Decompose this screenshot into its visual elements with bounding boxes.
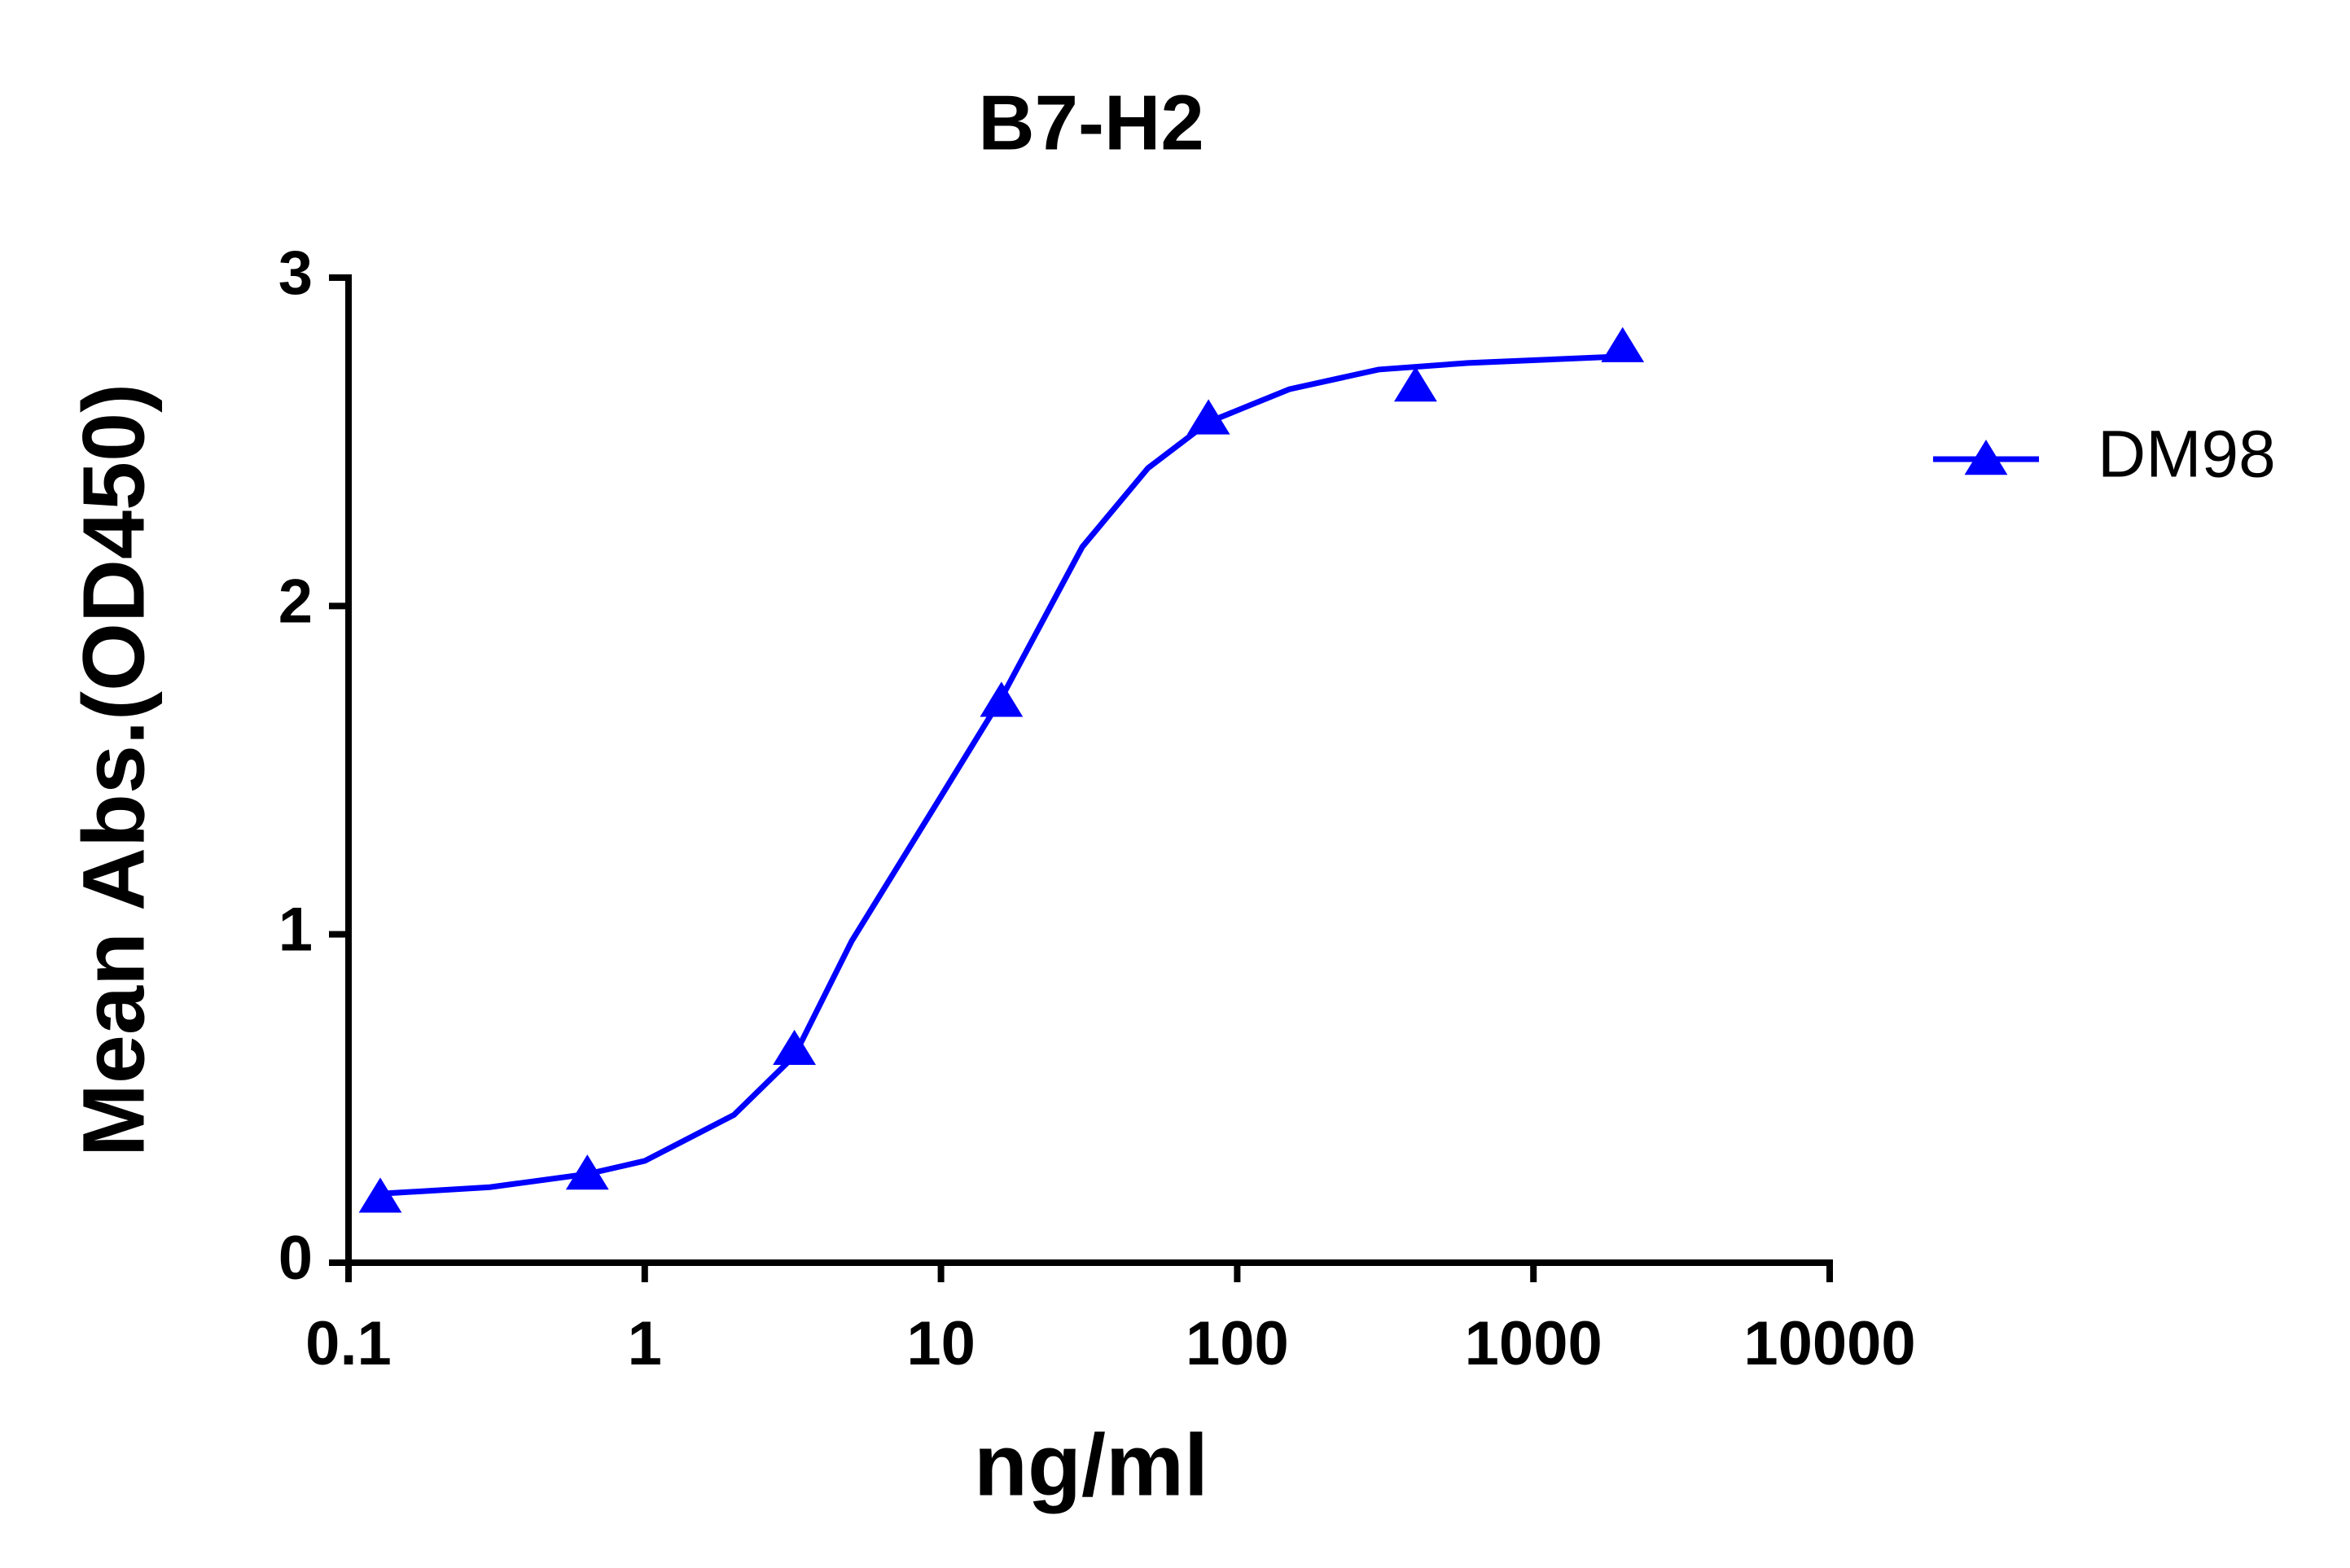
data-point	[1186, 399, 1230, 435]
x-tick-label: 10	[906, 1309, 976, 1378]
data-point	[980, 681, 1024, 717]
chart-title: B7-H2	[978, 79, 1203, 166]
y-axis-label: Mean Abs.(OD450)	[64, 383, 163, 1157]
data-point	[1601, 326, 1645, 362]
x-axis-label: ng/ml	[974, 1416, 1208, 1514]
x-tick-label: 0.1	[305, 1309, 392, 1378]
data-point	[773, 1029, 816, 1066]
legend-marker	[1964, 440, 2008, 475]
x-tick-label: 1	[628, 1309, 662, 1378]
data-point	[565, 1154, 609, 1190]
y-tick-label: 0	[278, 1224, 313, 1293]
x-tick-label: 1000	[1465, 1309, 1602, 1378]
x-tick-label: 100	[1186, 1309, 1289, 1378]
x-tick-label: 10000	[1743, 1309, 1915, 1378]
y-tick-label: 3	[278, 239, 313, 308]
y-tick-label: 1	[278, 896, 313, 965]
data-point	[1394, 366, 1437, 402]
data-point	[358, 1177, 402, 1213]
fit-curve	[379, 353, 1623, 1197]
legend-label: DM98	[2098, 418, 2276, 492]
y-tick-label: 2	[278, 567, 313, 636]
